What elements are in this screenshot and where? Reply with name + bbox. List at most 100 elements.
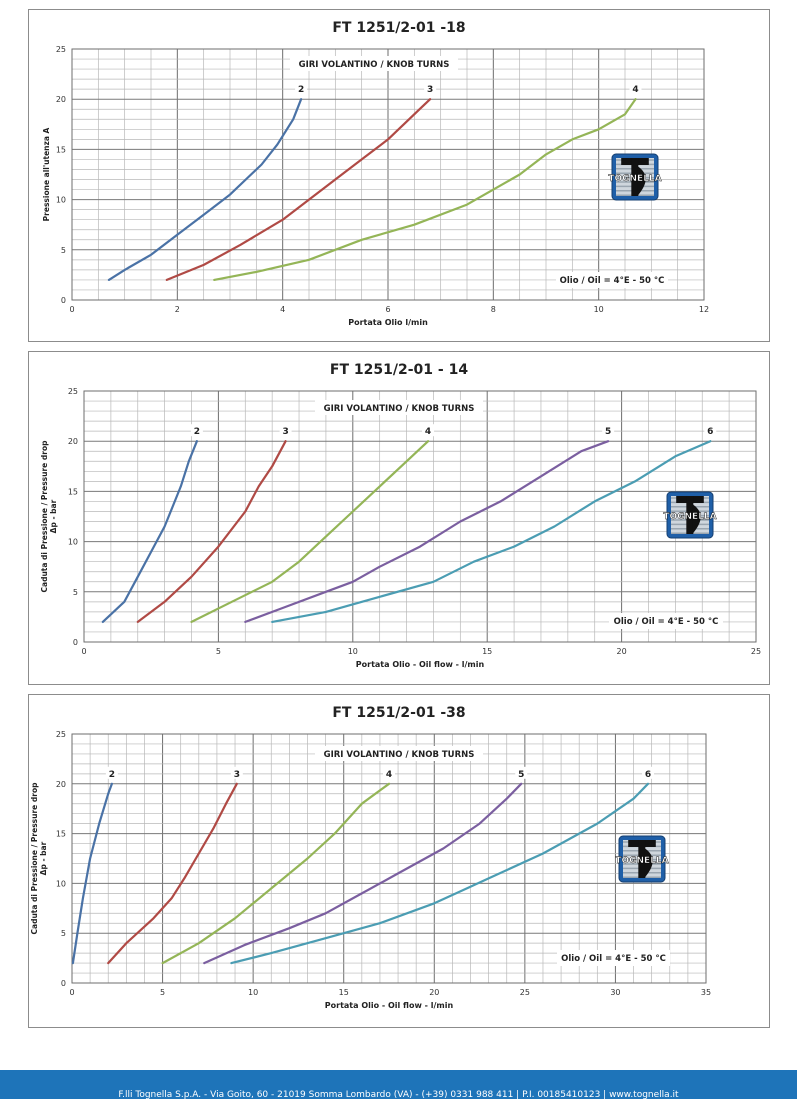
x-tick-label: 25 xyxy=(751,647,761,656)
y-axis-label: Pressione all'utenza A xyxy=(42,127,51,221)
tognella-logo: TOGNELLA xyxy=(608,153,662,201)
y-tick-label: 20 xyxy=(68,437,78,446)
series-label-bg xyxy=(383,766,395,779)
knob-turns-label: GIRI VOLANTINO / KNOB TURNS xyxy=(299,60,450,70)
tognella-logo: TOGNELLA xyxy=(663,491,717,539)
y-tick-label: 0 xyxy=(73,638,78,647)
series-line-2 xyxy=(71,782,113,965)
logo-text: TOGNELLA xyxy=(608,174,661,184)
chart-title: FT 1251/2-01 -38 xyxy=(332,705,465,721)
series-label-3: 3 xyxy=(427,85,433,95)
series-label-bg xyxy=(190,424,203,437)
knob-turns-label-bg xyxy=(290,56,458,71)
plot-area xyxy=(83,390,757,643)
x-tick-label: 6 xyxy=(385,305,390,314)
y-tick-label: 10 xyxy=(56,196,66,205)
footer-company-info: F.lli Tognella S.p.A. - Via Goito, 60 - … xyxy=(118,1090,679,1100)
series-line-3 xyxy=(165,98,432,281)
y-axis-label: Δp - bar xyxy=(49,499,58,533)
oil-note: Olio / Oil = 4°E - 50 °C xyxy=(614,617,719,627)
series-label-5: 5 xyxy=(605,427,611,437)
x-tick-label: 25 xyxy=(520,988,530,997)
series-label-bg xyxy=(704,424,717,437)
series-line-2 xyxy=(107,98,303,281)
y-tick-label: 15 xyxy=(56,830,66,839)
series-label-6: 6 xyxy=(645,770,651,780)
x-tick-label: 10 xyxy=(594,305,604,314)
chart-ft-18: FT 1251/2-01 -18 0 2 4 6 8 10 12 0 5 10 15 20 25 Porta… xyxy=(42,20,709,327)
series-line-6 xyxy=(271,440,712,623)
y-tick-label: 5 xyxy=(73,588,78,597)
chart-panel-ft-18: FT 1251/2-01 -18 0 2 4 6 8 10 12 0 5 10 15 20 25 Porta… xyxy=(28,9,770,342)
x-axis-label: Portata Olio - Oil flow - l/min xyxy=(325,1001,454,1010)
chart-title: FT 1251/2-01 - 14 xyxy=(330,362,468,378)
footer-bar: F.lli Tognella S.p.A. - Via Goito, 60 - … xyxy=(0,1070,797,1100)
knob-turns-label-bg xyxy=(315,746,483,761)
series-label-bg xyxy=(602,424,615,437)
knob-turns-label: GIRI VOLANTINO / KNOB TURNS xyxy=(324,750,475,760)
series-label-2: 2 xyxy=(194,427,200,437)
series-label-bg xyxy=(295,82,308,95)
y-tick-label: 15 xyxy=(68,487,78,496)
x-tick-label: 2 xyxy=(175,305,180,314)
series-label-5: 5 xyxy=(518,770,524,780)
knob-turns-label-bg xyxy=(315,400,483,415)
series-line-2 xyxy=(101,440,198,623)
series-line-3 xyxy=(107,782,238,965)
series-label-2: 2 xyxy=(109,770,115,780)
series-line-5 xyxy=(203,782,523,965)
series-line-3 xyxy=(136,440,287,623)
y-axis-label: Δp - bar xyxy=(39,841,48,875)
plot-area xyxy=(71,48,705,301)
y-tick-label: 20 xyxy=(56,95,66,104)
x-tick-label: 4 xyxy=(280,305,285,314)
oil-note-bg xyxy=(556,272,668,288)
x-tick-label: 20 xyxy=(429,988,439,997)
x-tick-label: 10 xyxy=(348,647,358,656)
y-axis-label: Caduta di Pressione / Pressure drop xyxy=(30,782,39,935)
x-axis-label: Portata Olio - Oil flow - l/min xyxy=(356,660,485,669)
oil-note: Olio / Oil = 4°E - 50 °C xyxy=(561,954,666,964)
series-line-4 xyxy=(161,782,391,965)
y-tick-label: 25 xyxy=(56,730,66,739)
y-tick-label: 10 xyxy=(68,538,78,547)
x-tick-label: 0 xyxy=(69,305,74,314)
x-tick-label: 20 xyxy=(617,647,627,656)
series-label-bg xyxy=(422,424,435,437)
y-tick-label: 10 xyxy=(56,879,66,888)
x-tick-label: 12 xyxy=(699,305,709,314)
y-tick-label: 0 xyxy=(61,296,66,305)
oil-note: Olio / Oil = 4°E - 50 °C xyxy=(560,276,665,286)
y-tick-label: 15 xyxy=(56,145,66,154)
x-tick-label: 5 xyxy=(160,988,165,997)
series-line-4 xyxy=(190,440,430,623)
series-label-bg xyxy=(230,766,243,779)
series-label-3: 3 xyxy=(282,427,288,437)
tognella-logo: TOGNELLA xyxy=(615,835,669,883)
oil-note-bg xyxy=(609,613,723,629)
y-tick-label: 25 xyxy=(68,387,78,396)
series-label-bg xyxy=(105,766,118,779)
grid xyxy=(83,390,757,643)
series-label-4: 4 xyxy=(386,770,392,780)
y-tick-label: 20 xyxy=(56,780,66,789)
series-line-5 xyxy=(244,440,610,623)
x-tick-label: 15 xyxy=(482,647,492,656)
series-label-4: 4 xyxy=(425,427,431,437)
knob-turns-label: GIRI VOLANTINO / KNOB TURNS xyxy=(324,404,475,414)
series-label-bg xyxy=(629,82,642,95)
x-tick-label: 15 xyxy=(339,988,349,997)
y-axis-label: Caduta di Pressione / Pressure drop xyxy=(40,440,49,593)
x-tick-label: 30 xyxy=(610,988,620,997)
series-label-4: 4 xyxy=(632,85,638,95)
series-label-3: 3 xyxy=(234,770,240,780)
x-tick-label: 0 xyxy=(81,647,86,656)
y-tick-label: 5 xyxy=(61,246,66,255)
x-tick-label: 0 xyxy=(69,988,74,997)
series-label-bg xyxy=(279,424,292,437)
chart-ft-14: FT 1251/2-01 - 14 0 5 10 15 20 25 0 5 10 15 20 25 Por… xyxy=(40,362,761,669)
chart-panel-ft-14: FT 1251/2-01 - 14 0 5 10 15 20 25 0 5 10 15 20 25 Por… xyxy=(28,351,770,685)
series-label-6: 6 xyxy=(707,427,713,437)
logo-text: TOGNELLA xyxy=(663,512,716,522)
y-tick-label: 25 xyxy=(56,45,66,54)
